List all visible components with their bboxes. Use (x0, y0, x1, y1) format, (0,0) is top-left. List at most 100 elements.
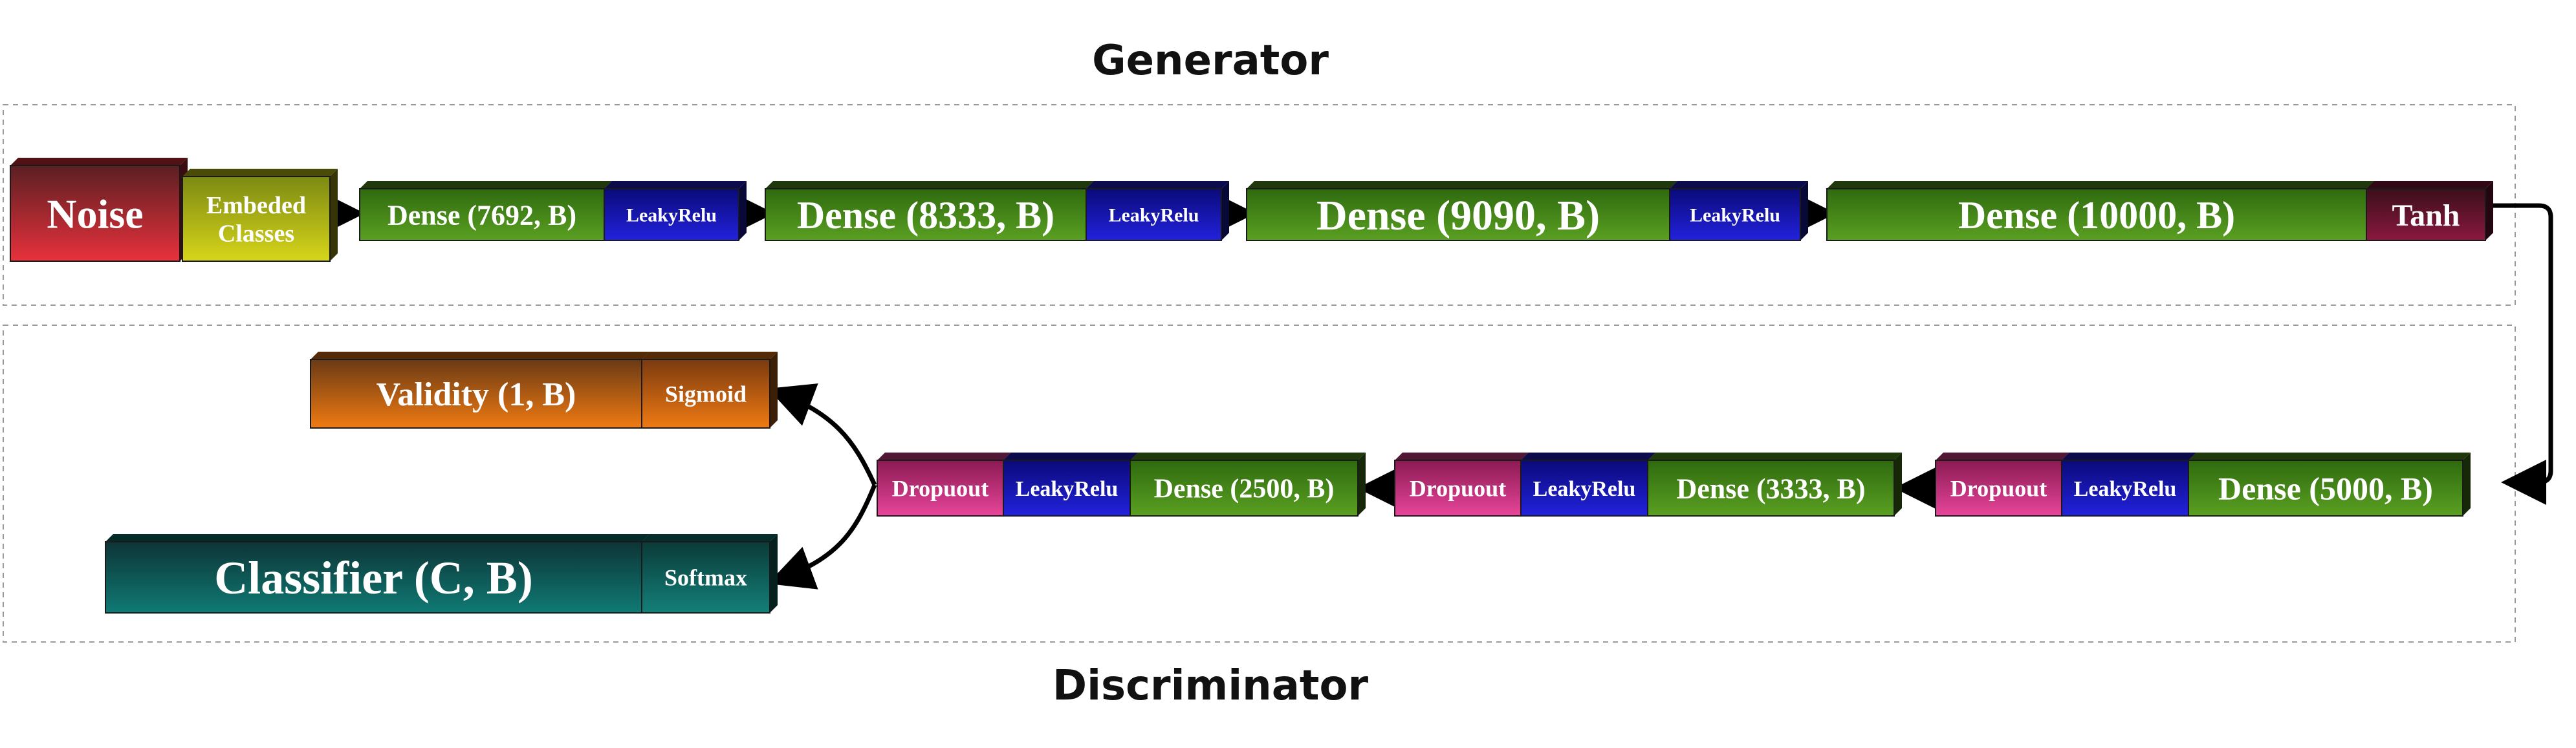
dense-10000-block-label: Dense (10000, B) (1958, 194, 2235, 237)
tanh-block-label: Tanh (2392, 198, 2460, 233)
leakyrelu-2-block-label: LeakyRelu (1108, 205, 1199, 226)
dropout-1-block-top-face (877, 453, 1011, 460)
sigmoid-block: Sigmoid (641, 352, 778, 429)
leakyrelu-4-block-top-face (1003, 453, 1138, 460)
dense-2500-block-side-face (1358, 453, 1366, 516)
arrow-to-sigmoid (767, 383, 877, 486)
noise-block-front-face (10, 165, 180, 262)
dropout-3-block-front-face (1935, 460, 2062, 517)
sigmoid-block-front-face (641, 359, 770, 429)
leakyrelu-2-block: LeakyRelu (1086, 181, 1229, 241)
dense-3333-block-label: Dense (3333, B) (1676, 473, 1865, 504)
tanh-block-side-face (2485, 181, 2493, 240)
dense-3333-block: Dense (3333, B) (1647, 453, 1902, 517)
leakyrelu-3-block: LeakyRelu (1669, 181, 1808, 241)
validity-block-top-face (311, 352, 649, 359)
dense-2500-block-label: Dense (2500, B) (1154, 475, 1335, 504)
softmax-block-label: Softmax (664, 565, 747, 591)
dense-2500-block: Dense (2500, B) (1130, 453, 1366, 517)
leakyrelu-2-block-front-face (1086, 188, 1222, 241)
dropout-1-block-front-face (877, 460, 1004, 517)
dense-5000-block-label: Dense (5000, B) (2218, 471, 2433, 507)
dense-3333-block-top-face (1648, 453, 1902, 460)
dense-7692-block-front-face (359, 188, 605, 241)
leakyrelu-4-block-label: LeakyRelu (1016, 477, 1119, 501)
noise-block: Noise (10, 158, 188, 262)
leakyrelu-5-block-front-face (1520, 460, 1648, 517)
leakyrelu-5-block-top-face (1521, 453, 1655, 460)
noise-block-label: Noise (47, 191, 143, 237)
sigmoid-block-side-face (770, 352, 778, 428)
dense-8333-block-top-face (765, 181, 1094, 189)
validity-block-label: Validity (1, B) (377, 376, 576, 413)
softmax-block-top-face (642, 534, 778, 542)
noise-block-top-face (10, 158, 188, 166)
leakyrelu-2-block-side-face (1221, 181, 1229, 240)
dropout-1-block: Dropuout (877, 453, 1011, 517)
arrow-tanh-to-dense5000 (2485, 203, 2553, 505)
leakyrelu-6-block: LeakyRelu (2061, 453, 2196, 517)
tanh-block-top-face (2366, 181, 2493, 189)
dense-9090-block: Dense (9090, B) (1246, 181, 1677, 241)
dense-9090-block-label: Dense (9090, B) (1316, 192, 1600, 239)
dense-10000-block: Dense (10000, B) (1826, 181, 2374, 241)
softmax-block: Softmax (641, 534, 778, 614)
embedded-classes-block-side-face (330, 169, 338, 261)
classifier-block-label: Classifier (C, B) (214, 552, 533, 604)
validity-block-front-face (310, 359, 642, 429)
dense-8333-block: Dense (8333, B) (765, 181, 1094, 241)
leakyrelu-1-block-label: LeakyRelu (626, 205, 717, 226)
dense-7692-block-label: Dense (7692, B) (387, 199, 576, 231)
leakyrelu-3-block-label: LeakyRelu (1690, 205, 1780, 226)
tanh-block-front-face (2366, 188, 2486, 241)
dense-3333-block-side-face (1894, 453, 1902, 516)
leakyrelu-3-block-side-face (1800, 181, 1808, 240)
leakyrelu-6-block-top-face (2062, 453, 2196, 460)
dense-9090-block-front-face (1246, 188, 1670, 241)
classifier-block-top-face (105, 534, 649, 542)
dense-8333-block-front-face (765, 188, 1087, 241)
embedded-classes-block-top-face (182, 169, 338, 176)
dense-2500-block-top-face (1130, 453, 1366, 460)
leakyrelu-4-block: LeakyRelu (1003, 453, 1138, 517)
dense-7692-block-top-face (360, 181, 612, 189)
leakyrelu-3-block-front-face (1669, 188, 1801, 241)
dense-10000-block-front-face (1826, 188, 2367, 241)
leakyrelu-4-block-front-face (1003, 460, 1131, 517)
leakyrelu-2-block-top-face (1086, 181, 1229, 189)
embedded-classes-block-front-face (182, 176, 331, 262)
dense-5000-block-front-face (2188, 460, 2463, 517)
leakyrelu-1-block-top-face (604, 181, 747, 189)
leakyrelu-5-block: LeakyRelu (1520, 453, 1655, 517)
sigmoid-block-label: Sigmoid (665, 381, 747, 407)
softmax-block-side-face (770, 534, 778, 613)
leakyrelu-1-block-side-face (739, 181, 747, 240)
dense-5000-block: Dense (5000, B) (2188, 453, 2471, 517)
dropout-1-block-label: Dropuout (892, 476, 988, 502)
leakyrelu-1-block: LeakyRelu (604, 181, 747, 241)
dense-3333-block-front-face (1647, 460, 1895, 517)
classifier-block-front-face (105, 541, 642, 614)
leakyrelu-6-block-label: LeakyRelu (2074, 477, 2177, 501)
leakyrelu-6-block-front-face (2061, 460, 2189, 517)
dropout-3-block-top-face (1936, 453, 2069, 460)
embedded-classes-block-label: Classes (218, 220, 294, 248)
flow-arrows (320, 191, 2553, 590)
dropout-3-block-label: Dropuout (1950, 476, 2047, 502)
generator-title: Generator (1092, 37, 1329, 85)
softmax-block-front-face (641, 541, 770, 614)
dropout-2-block: Dropuout (1394, 453, 1529, 517)
dropout-2-block-label: Dropuout (1410, 476, 1506, 502)
embedded-classes-block-label: Embeded (206, 192, 306, 219)
dense-9090-block-top-face (1247, 181, 1677, 189)
classifier-block: Classifier (C, B) (105, 534, 649, 614)
leakyrelu-1-block-front-face (604, 188, 739, 241)
dense-10000-block-top-face (1827, 181, 2374, 189)
dropout-3-block: Dropuout (1935, 453, 2069, 517)
dense-5000-block-side-face (2463, 453, 2471, 516)
dense-5000-block-top-face (2189, 453, 2471, 460)
dropout-2-block-top-face (1395, 453, 1529, 460)
